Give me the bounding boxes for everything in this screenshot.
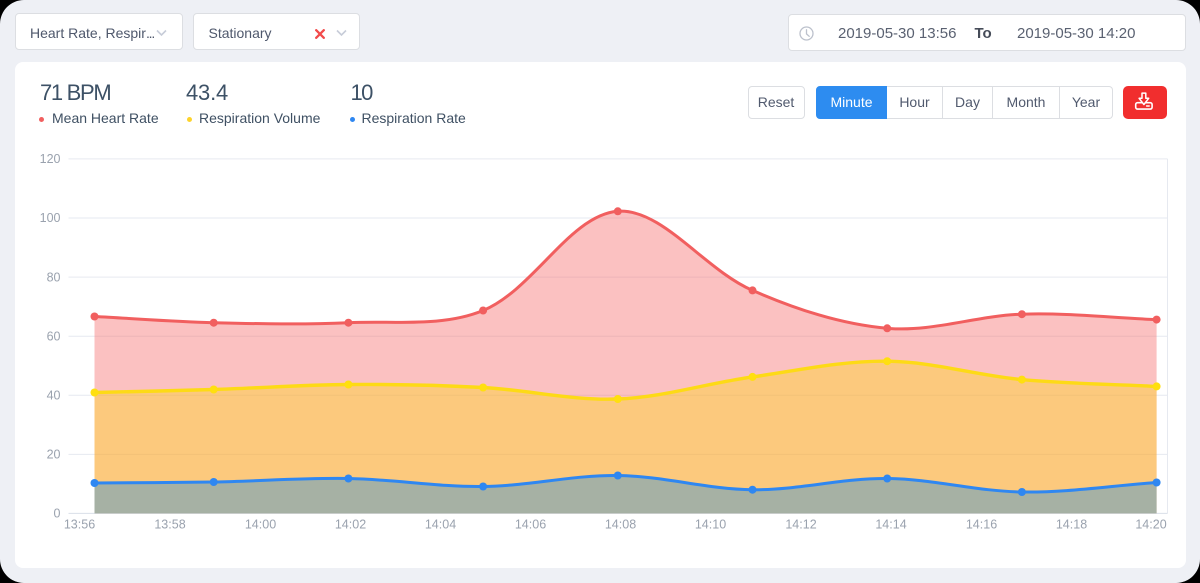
- svg-text:14:14: 14:14: [875, 518, 906, 532]
- svg-text:0: 0: [54, 507, 61, 521]
- svg-text:40: 40: [47, 389, 61, 403]
- svg-text:120: 120: [40, 152, 61, 166]
- svg-text:14:12: 14:12: [785, 518, 816, 532]
- svg-text:13:58: 13:58: [154, 518, 185, 532]
- svg-text:14:04: 14:04: [425, 518, 456, 532]
- svg-text:14:08: 14:08: [605, 518, 636, 532]
- svg-text:14:16: 14:16: [966, 518, 997, 532]
- svg-text:60: 60: [47, 330, 61, 344]
- svg-text:14:20: 14:20: [1135, 518, 1166, 532]
- svg-text:14:02: 14:02: [335, 518, 366, 532]
- svg-text:80: 80: [47, 270, 61, 284]
- svg-text:14:18: 14:18: [1056, 518, 1087, 532]
- svg-text:13:56: 13:56: [64, 518, 95, 532]
- svg-text:14:00: 14:00: [245, 518, 276, 532]
- svg-text:14:10: 14:10: [695, 518, 726, 532]
- svg-text:20: 20: [47, 448, 61, 462]
- svg-text:100: 100: [40, 211, 61, 225]
- svg-text:14:06: 14:06: [515, 518, 546, 532]
